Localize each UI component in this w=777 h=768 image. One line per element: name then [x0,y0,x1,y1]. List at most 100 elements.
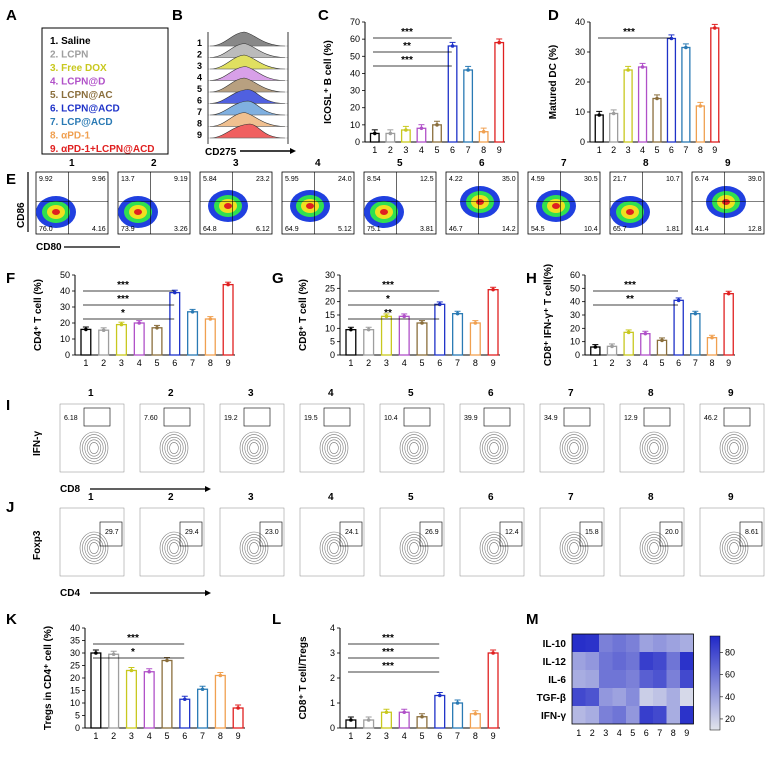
k-xtick-label-3: 3 [129,731,134,741]
ifng-group-label-1: 1 [88,388,94,399]
foxp3-frame-3 [219,507,285,577]
foxp3-group-label-9: 9 [728,492,734,503]
dotplot-q1-3: 5.84 [203,176,217,183]
g-ytick-label-5: 25 [325,283,335,293]
g-xtick-label-8: 8 [473,358,478,368]
panel-letter-j: J [6,499,14,516]
ifng-contour-7-1 [562,434,586,462]
foxp3-contour-5-0 [399,531,429,565]
panel-letter-e: E [6,171,16,188]
ifng-contour-8-4 [649,442,659,454]
k-xtick-label-6: 6 [182,731,187,741]
c-xtick-label-3: 3 [403,145,408,155]
f-xtick-label-1: 1 [83,358,88,368]
k-ytick-label-5: 25 [70,661,80,671]
l-ytick-label-4: 4 [330,623,335,633]
ifng-gate-7 [563,407,591,427]
foxp3-group-label-2: 2 [168,492,174,503]
ifng-gate-value-5: 10.4 [384,415,398,422]
l-point-3 [384,710,389,715]
c-sig-label-2: *** [401,55,413,66]
ifng-contour-3-0 [239,431,269,465]
panel-letter-h: H [526,270,537,287]
dotplot-density-core-7 [552,203,560,209]
ifng-contour-5-0 [399,431,429,465]
g-bar-2 [363,329,375,356]
c-point-2 [388,131,393,136]
ifng-contour-1-3 [86,439,102,457]
ifng-contour-1-0 [79,431,109,465]
h-point-4 [643,331,648,336]
foxp3-xarrowhead [205,590,211,596]
foxp3-contour-9-1 [722,534,746,562]
dotplot-q1-8: 21.7 [613,176,627,183]
g-point-5 [420,321,424,325]
ifng-group-label-3: 3 [248,388,254,399]
d-xtick-label-8: 8 [698,145,703,155]
c-point-5 [435,123,439,127]
c-ytick-label-2: 20 [350,103,360,113]
g-point-9 [491,287,495,292]
dotplot-q4-7: 10.4 [584,226,598,233]
g-sig-label-1: * [386,294,390,305]
heatmap-cell-4-4 [626,706,640,724]
l-point-7 [455,701,460,705]
c-ytick-label-5: 50 [350,51,360,61]
dotplot-group-label-5: 5 [397,158,403,169]
foxp3-frame-5 [379,507,445,577]
histogram-curve-4 [209,66,286,81]
foxp3-contour-3-1 [242,534,266,562]
foxp3-gate-8 [659,521,683,547]
histogram-curve-9 [209,123,286,139]
f-bar-6 [169,291,181,356]
histogram-label-9: 9 [197,130,202,140]
h-point-7 [693,311,698,316]
ifng-contour-9-1 [722,434,746,462]
foxp3-gate-value-2: 29.4 [185,529,199,536]
dotplot-density-core-2 [134,209,142,215]
l-bar-3 [380,711,392,729]
h-xtick-label-8: 8 [709,358,714,368]
ifng-xlabel: CD8 [60,484,80,495]
foxp3-gate-value-3: 23.0 [265,529,279,536]
g-ytick-label-1: 5 [330,337,335,347]
ifng-contour-8-2 [644,436,664,460]
g-ytick-label-2: 10 [325,323,335,333]
k-bar-6 [179,698,191,729]
d-point-2 [611,111,616,116]
panel-letter-a: A [6,7,17,24]
histogram-label-4: 4 [197,73,202,83]
ifng-contour-9-3 [726,439,742,457]
ifng-contour-2-4 [169,442,179,454]
heatmap-frame [571,633,694,725]
k-bar-5 [161,659,173,729]
ifng-gate-value-6: 39.9 [464,415,478,422]
l-point-9 [491,651,495,655]
f-point-3 [119,322,124,327]
foxp3-contour-9-0 [719,531,749,565]
foxp3-frame-8 [619,507,685,577]
histogram-label-5: 5 [197,84,202,94]
ifng-contour-3-2 [244,436,264,460]
foxp3-gate-value-9: 8.61 [745,529,759,536]
ifng-frame-8 [619,403,685,473]
k-xtick-label-9: 9 [236,731,241,741]
dotplot-group-label-4: 4 [315,158,321,169]
ifng-frame-4 [299,403,365,473]
g-point-1 [349,327,353,332]
heatmap-cell-2-6 [653,670,667,688]
f-bar-4 [133,322,145,356]
foxp3-contour-1-1 [82,534,106,562]
legend-item-7: 7. LCP@ACD [50,117,113,128]
foxp3-contour-7-2 [564,536,584,560]
colorbar-tick-label-3: 20 [725,714,735,724]
heatmap-col-label-7: 8 [671,728,676,738]
f-point-5 [155,326,159,330]
d-xtick-label-7: 7 [683,145,688,155]
foxp3-group-label-4: 4 [328,492,334,503]
panel-letter-c: C [318,7,329,24]
k-ytick-label-7: 35 [70,636,80,646]
foxp3-contour-4-4 [329,542,339,554]
ifng-contour-8-1 [642,434,666,462]
foxp3-gate-value-6: 12.4 [505,529,519,536]
